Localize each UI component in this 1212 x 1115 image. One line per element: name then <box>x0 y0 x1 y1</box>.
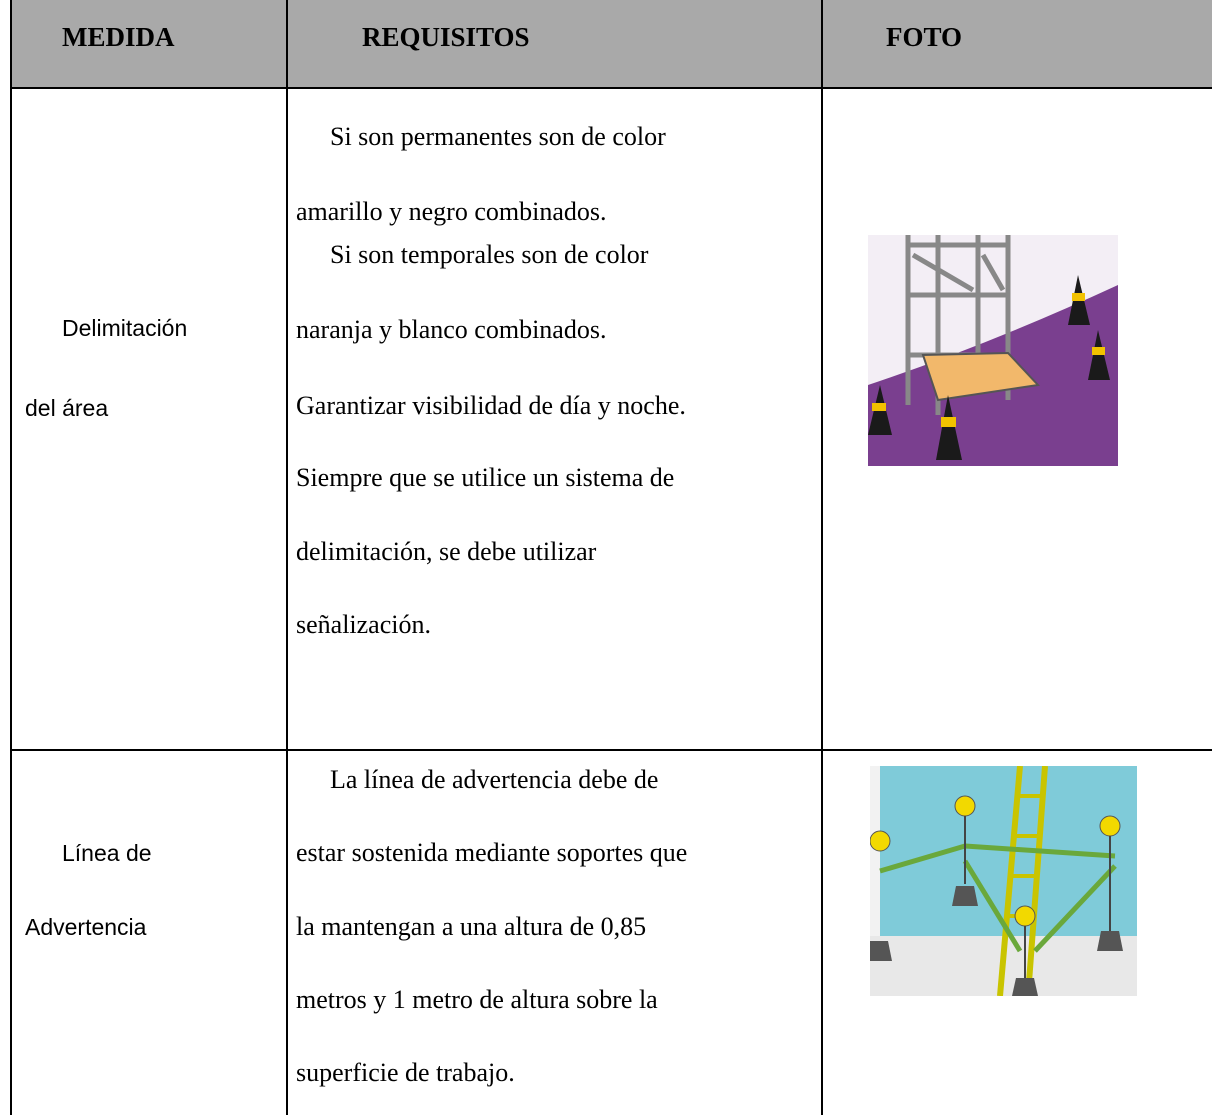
requisito-line: estar sostenida mediante soportes que <box>296 838 688 867</box>
requisito-line: superficie de trabajo. <box>296 1058 515 1087</box>
header-bg <box>10 0 1212 88</box>
requisito-line: Siempre que se utilice un sistema de <box>296 463 675 492</box>
requisito-line: delimitación, se debe utilizar <box>296 537 597 566</box>
requisito-line: la mantengan a una altura de 0,85 <box>296 912 647 941</box>
requisito-line: naranja y blanco combinados. <box>296 315 607 344</box>
requisito-line: Si son temporales son de color <box>330 240 649 269</box>
medida-text: Delimitación <box>62 315 188 341</box>
requisito-line: señalización. <box>296 610 431 639</box>
photo-warning-line <box>870 766 1137 996</box>
border <box>10 749 1212 751</box>
border <box>10 0 12 1115</box>
medida-text: Advertencia <box>25 914 147 940</box>
requisito-line: Garantizar visibilidad de día y noche. <box>296 391 686 420</box>
requisito-line: amarillo y negro combinados. <box>296 197 607 226</box>
border <box>286 0 288 1115</box>
medida-text: Línea de <box>62 840 152 866</box>
requisito-line: La línea de advertencia debe de <box>330 765 659 794</box>
header-requisitos: REQUISITOS <box>362 22 530 52</box>
header-foto: FOTO <box>886 22 963 52</box>
border <box>10 87 1212 89</box>
header-medida: MEDIDA <box>62 22 175 52</box>
border <box>821 0 823 1115</box>
requisito-line: metros y 1 metro de altura sobre la <box>296 985 658 1014</box>
medida-text: del área <box>25 395 109 421</box>
photo-scaffold <box>868 235 1118 466</box>
requisito-line: Si son permanentes son de color <box>330 122 666 151</box>
